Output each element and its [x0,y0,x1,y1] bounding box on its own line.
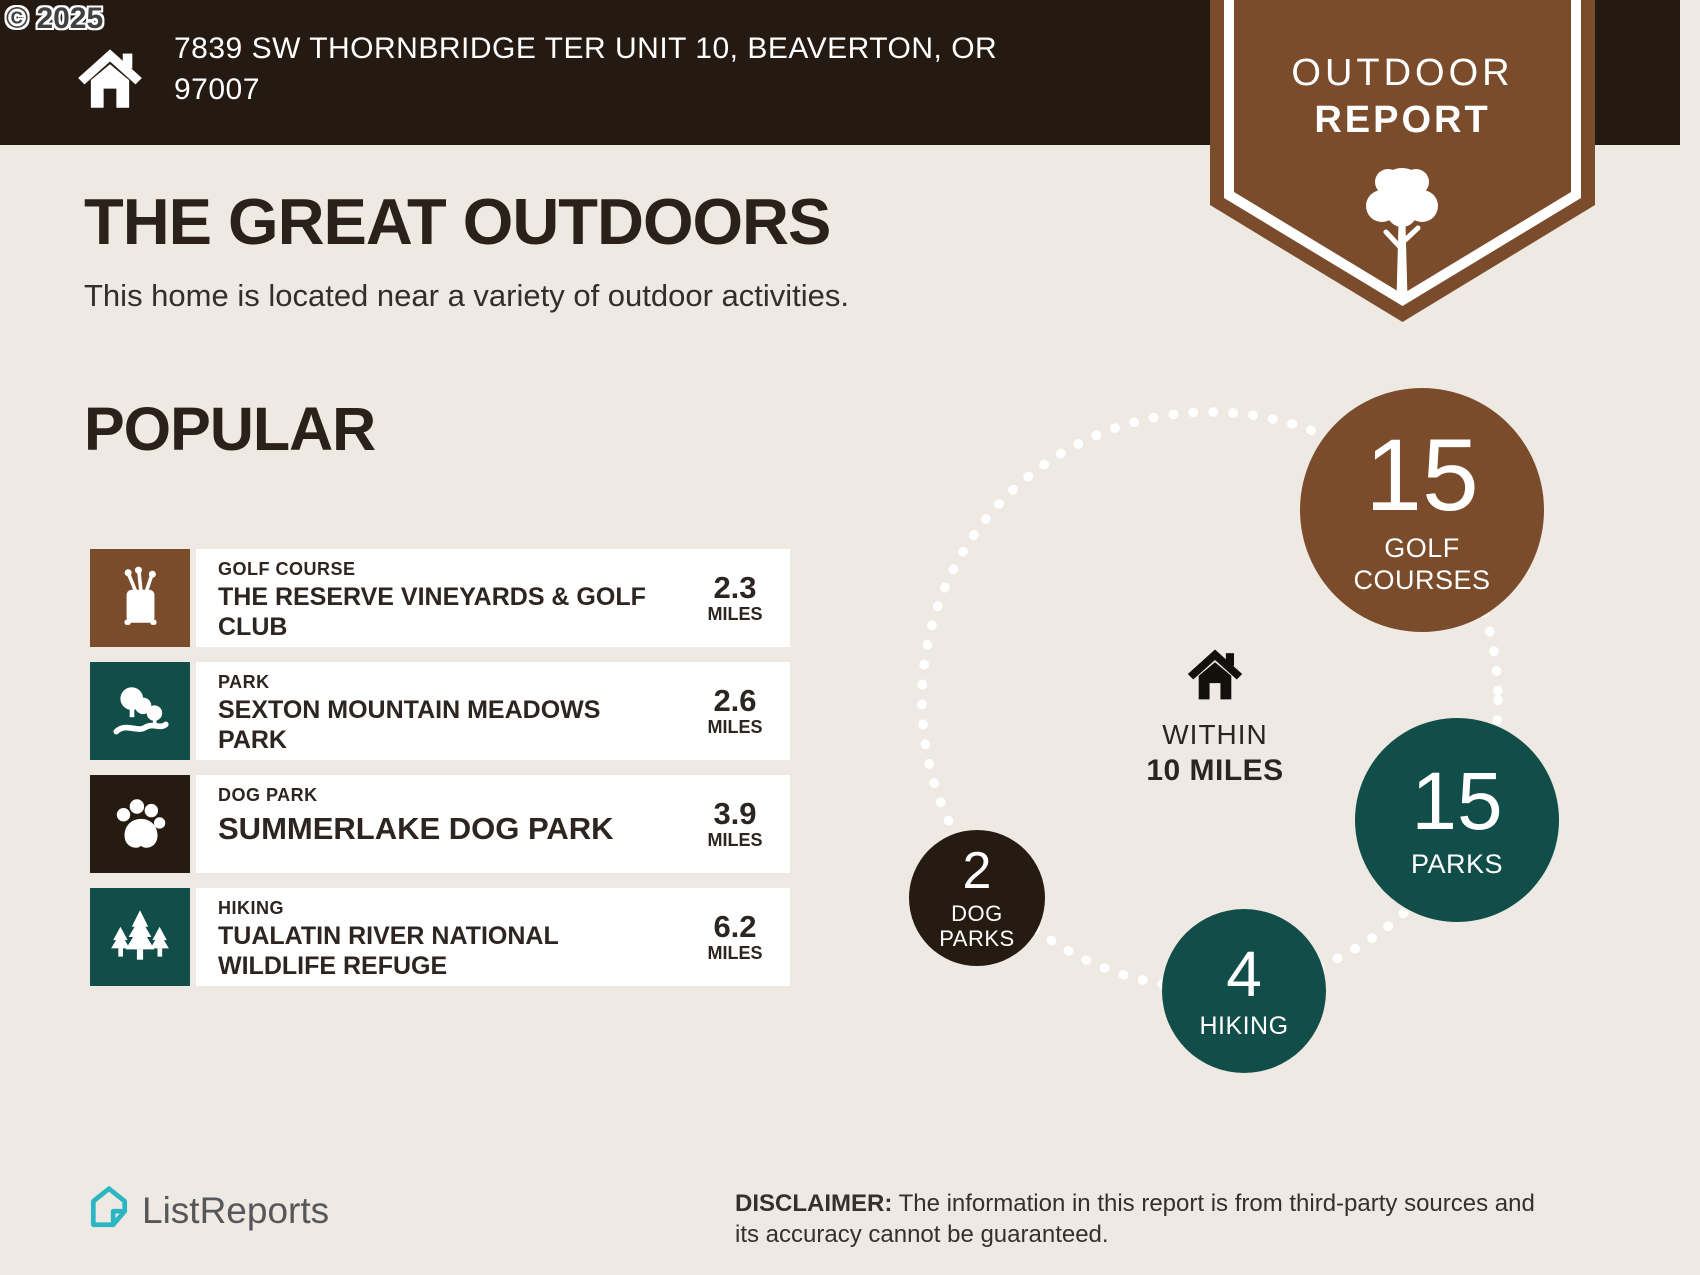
listreports-logo-icon [90,1186,128,1228]
golf-count: 15 [1365,418,1479,532]
item-category: PARK [218,672,270,692]
pine-trees-icon [90,888,190,986]
bubble-parks: 15 PARKS [1355,718,1559,922]
parks-count: 15 [1411,755,1503,847]
list-item-hiking: HIKING TUALATIN RIVER NATIONAL WILDLIFE … [90,888,790,986]
copyright-watermark: © 2025 [6,2,104,35]
golf-label: GOLF COURSES [1353,533,1491,595]
item-name: THE RESERVE VINEYARDS & GOLF CLUB [218,583,646,641]
tree-icon [1366,168,1438,298]
paw-icon [90,775,190,873]
listreports-logo-text: ListReports [142,1190,330,1231]
item-category: HIKING [218,898,284,918]
dog-parks-count: 2 [962,842,992,900]
list-item-golf-course: GOLF COURSE THE RESERVE VINEYARDS & GOLF… [90,549,790,647]
list-item-body: DOG PARK SUMMERLAKE DOG PARK 3.9 MILES [196,775,790,873]
item-distance: 3.9 MILES [707,796,763,851]
list-item-park: PARK SEXTON MOUNTAIN MEADOWS PARK 2.6 MI… [90,662,790,760]
item-name: SEXTON MOUNTAIN MEADOWS PARK [218,696,601,754]
item-name: TUALATIN RIVER NATIONAL WILDLIFE REFUGE [218,922,559,980]
banner-title: OUTDOOR REPORT [1210,0,1595,142]
item-category: DOG PARK [218,785,318,805]
bubble-golf-courses: 15 GOLF COURSES [1300,388,1544,632]
hiking-count: 4 [1226,937,1262,1010]
dog-parks-label: DOG PARKS [939,901,1015,951]
item-distance: 2.3 MILES [707,570,763,625]
banner-line-outdoor: OUTDOOR [1291,52,1514,94]
parks-label: PARKS [1410,848,1504,879]
item-distance: 2.6 MILES [707,683,763,738]
hiking-label: HIKING [1199,1011,1289,1040]
bubble-dog-parks: 2 DOG PARKS [909,830,1045,966]
item-distance: 6.2 MILES [707,909,763,964]
popular-heading: POPULAR [84,395,376,463]
item-category: GOLF COURSE [218,559,356,579]
item-name: SUMMERLAKE DOG PARK [218,811,614,846]
property-address: 7839 SW THORNBRIDGE TER UNIT 10, BEAVERT… [174,32,998,106]
home-marker-icon [1187,649,1243,700]
park-trees-icon [90,662,190,760]
list-item-body: PARK SEXTON MOUNTAIN MEADOWS PARK 2.6 MI… [196,662,790,760]
golf-bag-icon [90,549,190,647]
list-item-body: HIKING TUALATIN RIVER NATIONAL WILDLIFE … [196,888,790,986]
list-item-dog-park: DOG PARK SUMMERLAKE DOG PARK 3.9 MILES [90,775,790,873]
disclaimer-text: DISCLAIMER: The information in this repo… [735,1190,1535,1248]
house-icon [78,49,142,108]
outdoor-report-ribbon [1210,0,1595,322]
banner-line-report: REPORT [1314,99,1491,141]
disclaimer-label: DISCLAIMER: [735,1190,893,1217]
page-subtitle: This home is located near a variety of o… [84,278,850,313]
radius-center-label: WITHIN 10 MILES [1146,719,1284,787]
list-item-body: GOLF COURSE THE RESERVE VINEYARDS & GOLF… [196,549,790,647]
bubble-hiking: 4 HIKING [1162,909,1326,1073]
page-title: THE GREAT OUTDOORS [84,185,831,258]
